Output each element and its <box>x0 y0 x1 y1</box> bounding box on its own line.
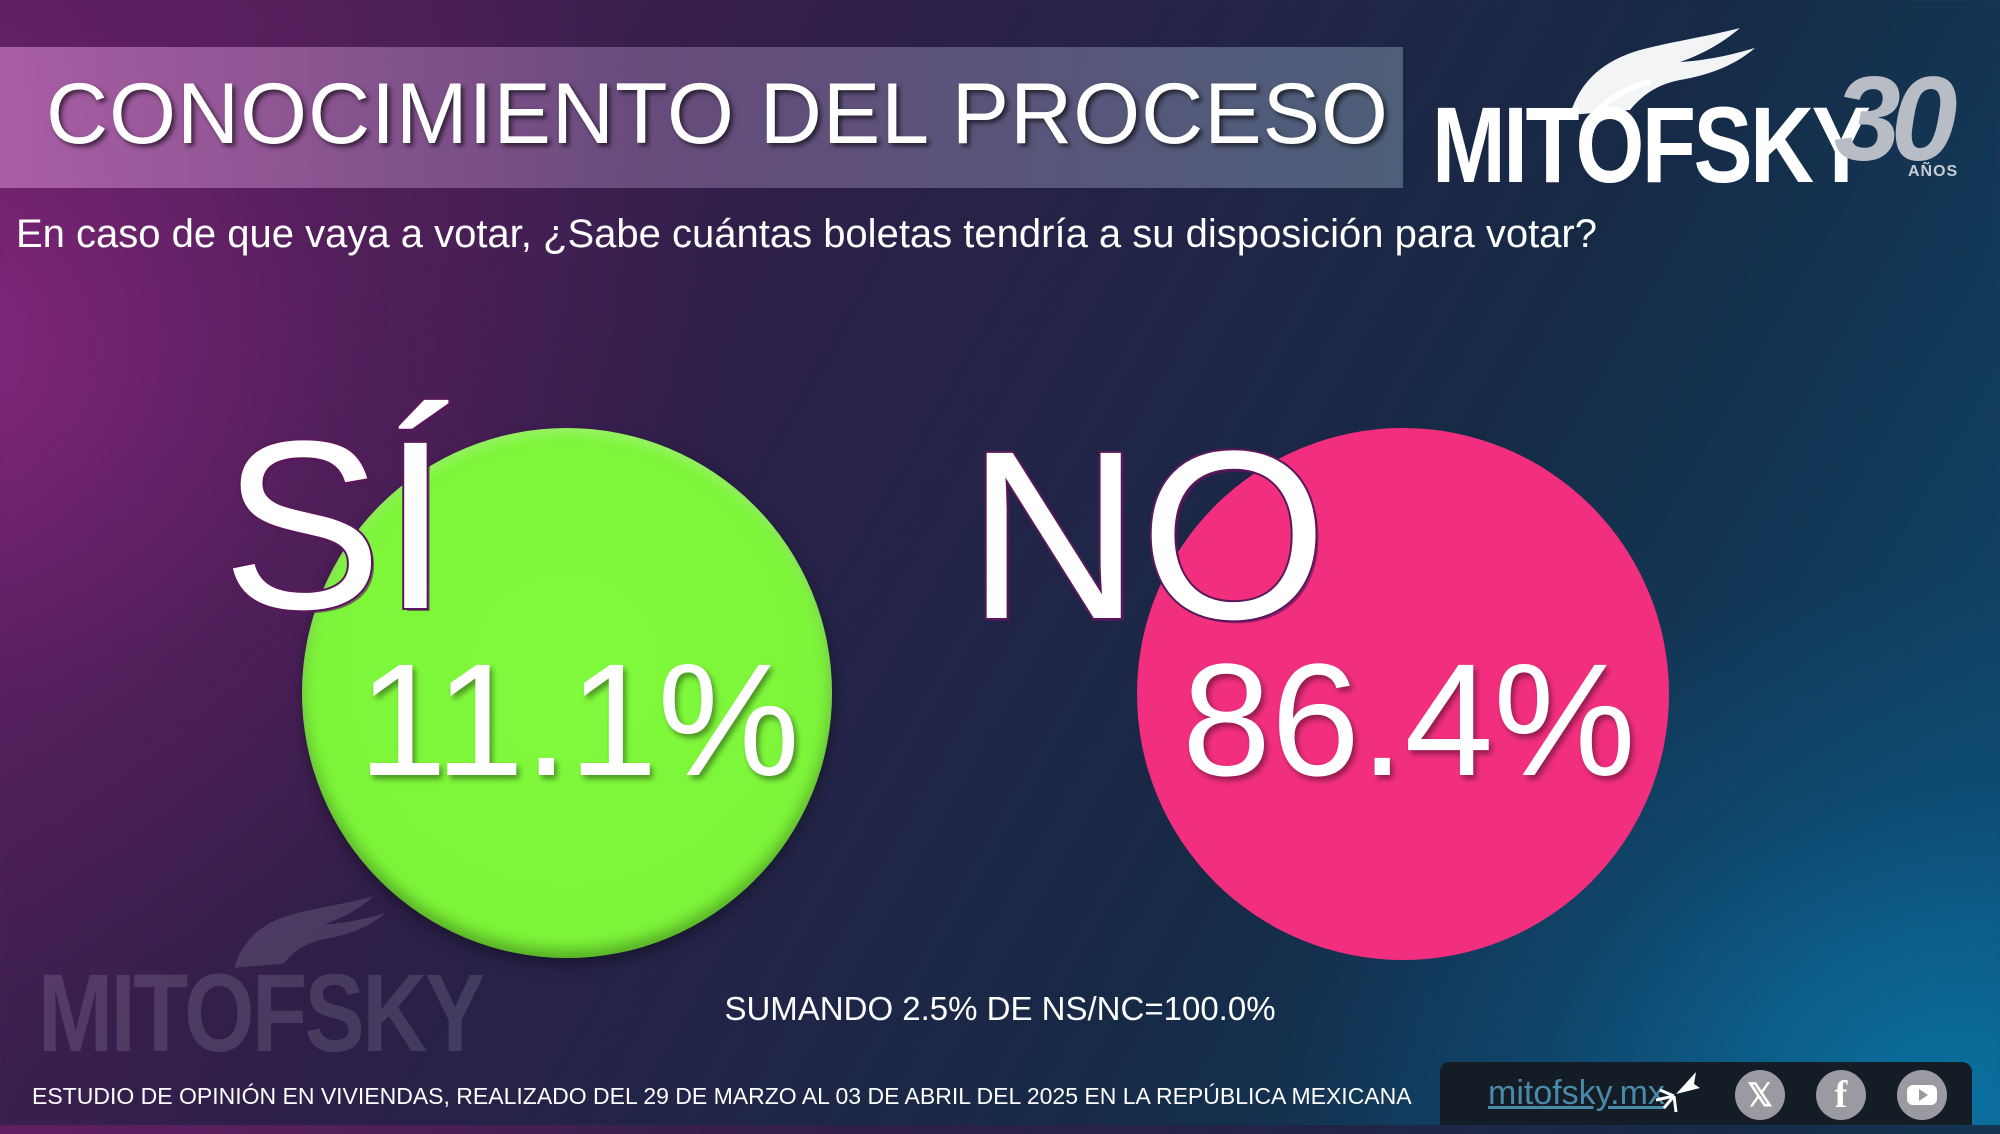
logo-bird-icon <box>1570 28 1755 122</box>
si-circle <box>302 428 832 958</box>
page-title: CONOCIMIENTO DEL PROCESO <box>46 66 1389 162</box>
youtube-play-icon <box>1907 1085 1937 1105</box>
title-bar: CONOCIMIENTO DEL PROCESO <box>0 47 1403 188</box>
si-label: SÍ <box>220 391 451 659</box>
logo-anniversary-word: AÑOS <box>1908 163 1959 180</box>
cursor-click-icon <box>1655 1072 1700 1113</box>
no-label: NO <box>965 401 1329 669</box>
study-note: ESTUDIO DE OPINIÓN EN VIVIENDAS, REALIZA… <box>32 1083 1412 1109</box>
facebook-icon[interactable]: f <box>1816 1070 1866 1120</box>
watermark-brand-text: MITOFSKY <box>38 952 485 1075</box>
survey-question: En caso de que vaya a votar, ¿Sabe cuánt… <box>16 212 1597 256</box>
si-percentage: 11.1% <box>358 630 800 809</box>
watermark-logo: MITOFSKY <box>38 890 498 1075</box>
x-icon[interactable]: 𝕏 <box>1735 1070 1785 1120</box>
footer-bar: mitofsky.mx 𝕏 f <box>1440 1062 1972 1125</box>
watermark-bird-icon <box>234 896 386 968</box>
mitofsky-logo: MITOFSKY 30 AÑOS <box>1432 20 1972 205</box>
youtube-icon[interactable] <box>1897 1070 1947 1120</box>
website-link[interactable]: mitofsky.mx <box>1488 1074 1665 1112</box>
logo-brand-text: MITOFSKY <box>1432 84 1871 205</box>
sum-note: SUMANDO 2.5% DE NS/NC=100.0% <box>724 990 1276 1027</box>
no-circle <box>1137 428 1669 960</box>
logo-anniversary-number: 30 <box>1834 52 1958 186</box>
no-percentage: 86.4% <box>1182 630 1636 809</box>
